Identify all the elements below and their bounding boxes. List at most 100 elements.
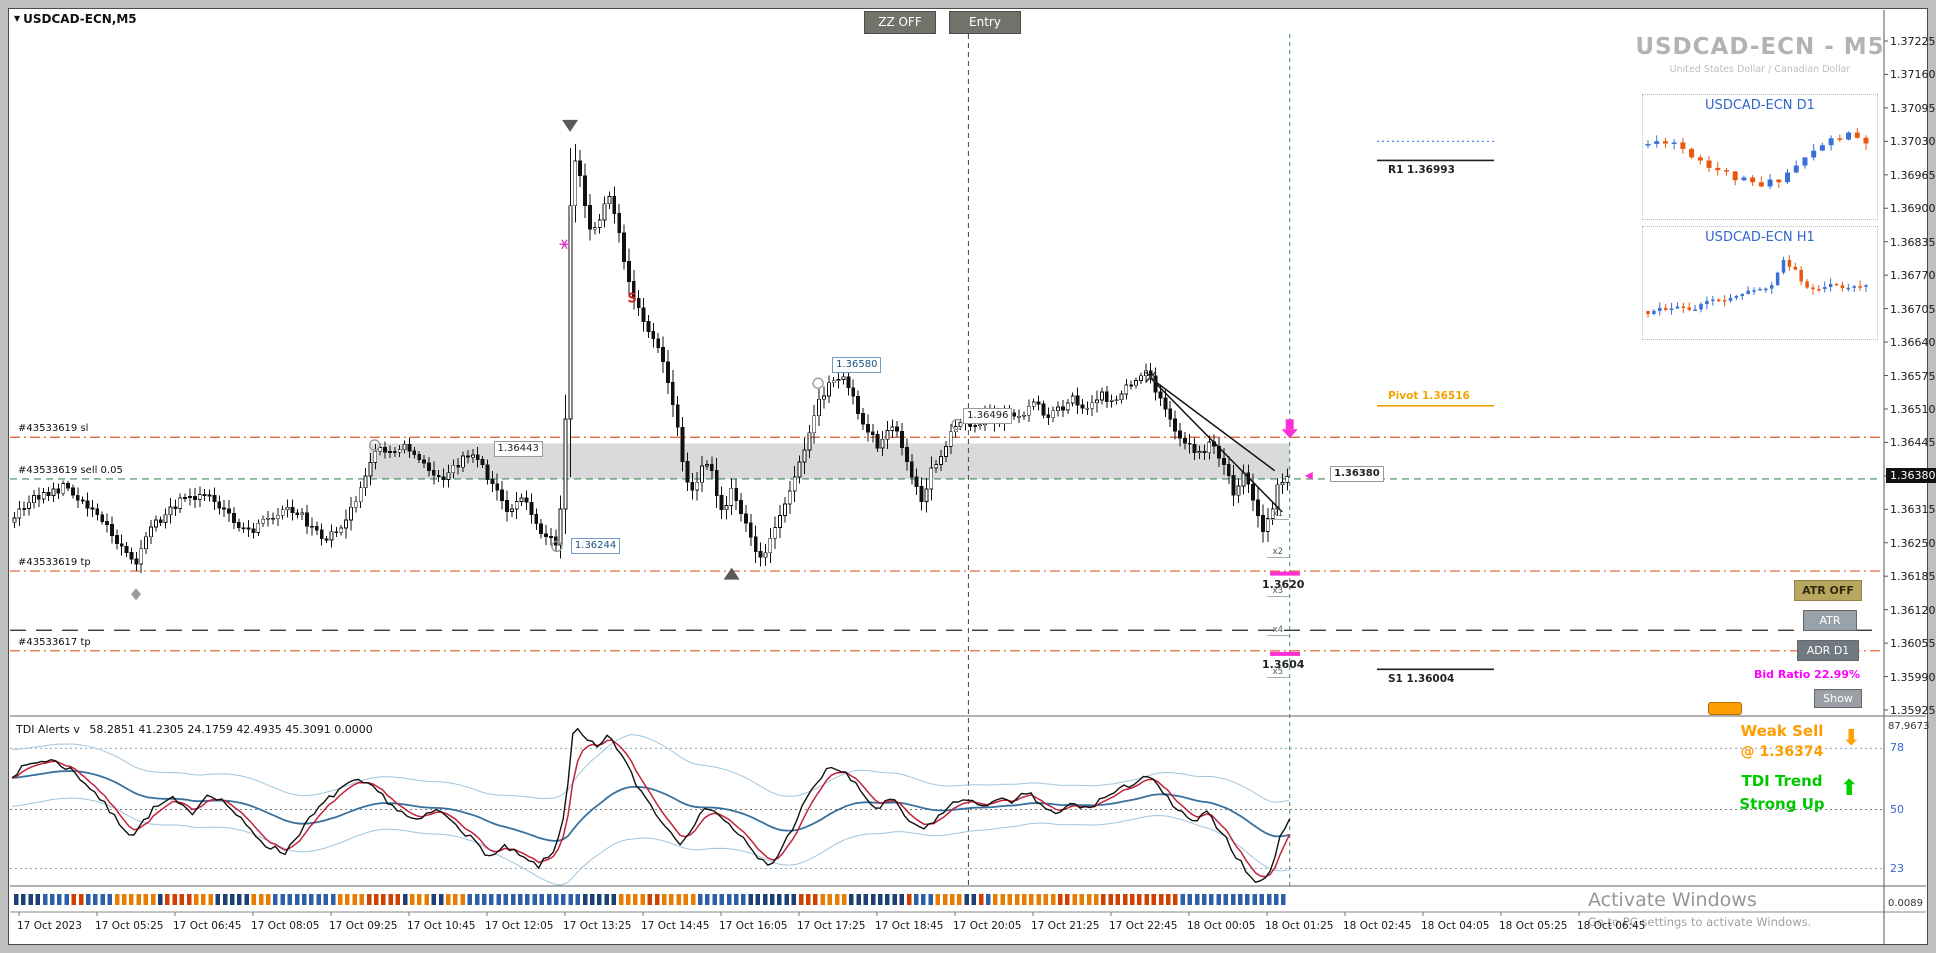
- target-price-label: 1.3620: [1262, 577, 1305, 591]
- time-axis-label: 17 Oct 22:45: [1109, 920, 1178, 932]
- current-price-tag: 1.36380: [1886, 467, 1936, 483]
- tdi-indicator: [10, 727, 1882, 886]
- watermark-subtitle: United States Dollar / Canadian Dollar: [1669, 64, 1851, 75]
- price-axis-label: 1.36640: [1890, 336, 1936, 350]
- x-marker-label: x4: [1266, 625, 1289, 637]
- atr-button[interactable]: ATR: [1803, 610, 1857, 631]
- tdi-indicator-values: 58.2851 41.2305 24.1759 42.4935 45.3091 …: [89, 723, 373, 736]
- entry-button[interactable]: Entry: [949, 11, 1021, 34]
- time-axis-label: 17 Oct 16:05: [719, 920, 788, 932]
- time-axis-label: 17 Oct 06:45: [173, 920, 242, 932]
- panel-separators: [10, 10, 1926, 944]
- time-axis-label: 17 Oct 10:45: [407, 920, 476, 932]
- minichart-d1[interactable]: USDCAD-ECN D1: [1642, 94, 1878, 220]
- tdi-indicator-header: TDI Alerts v 58.2851 41.2305 24.1759 42.…: [16, 723, 373, 736]
- price-axis-label: 1.36185: [1890, 570, 1936, 584]
- order-line-label: #43533619 sl: [18, 423, 89, 435]
- time-axis-label: 17 Oct 05:25: [95, 920, 164, 932]
- price-axis-label: 1.37030: [1890, 135, 1936, 149]
- price-axis-label: 1.36900: [1890, 202, 1936, 216]
- price-tag: 1.36443: [493, 441, 543, 458]
- minichart-h1[interactable]: USDCAD-ECN H1: [1642, 226, 1878, 340]
- vertical-session-lines: [967, 34, 1291, 886]
- order-line-label: #43533617 tp: [18, 636, 91, 648]
- price-tag: 1.36380: [1330, 465, 1384, 482]
- price-tag: 1.36580: [832, 356, 882, 373]
- x-marker-label: x1: [1266, 509, 1289, 520]
- price-axis-label: 1.36315: [1890, 503, 1936, 517]
- price-axis-label: 1.35990: [1890, 670, 1936, 684]
- adr-d1-button[interactable]: ADR D1: [1797, 640, 1859, 661]
- signal-strip: [14, 894, 1286, 905]
- pivot-level-label: R1 1.36993: [1388, 164, 1455, 177]
- atr-off-button[interactable]: ATR OFF: [1794, 580, 1862, 601]
- show-button[interactable]: Show: [1814, 689, 1862, 708]
- watermark-title: USDCAD-ECN - M5: [1635, 34, 1885, 60]
- price-axis-label: 1.36705: [1890, 302, 1936, 316]
- price-tag: 1.36244: [570, 537, 621, 554]
- tdi-trend-label: TDI Trend: [1741, 772, 1823, 790]
- minichart-d1-canvas: [1645, 128, 1869, 190]
- x-marker-label: x5: [1266, 667, 1289, 678]
- price-axis-label: 1.36835: [1890, 235, 1936, 249]
- activate-windows-subtext: Go to PC settings to activate Windows.: [1588, 915, 1812, 929]
- trend-arrow-up-icon: ⬆: [1840, 776, 1859, 801]
- signal-shapes: [1270, 419, 1313, 656]
- minichart-d1-title: USDCAD-ECN D1: [1705, 98, 1815, 113]
- order-level-lines: [10, 436, 1882, 652]
- tdi-level-label: 50: [1890, 802, 1904, 816]
- x-marker-label: x2: [1266, 547, 1289, 559]
- pivot-level-lines: [1377, 140, 1494, 671]
- orange-flag-icon[interactable]: [1708, 702, 1742, 715]
- zz-off-button[interactable]: ZZ OFF: [864, 11, 936, 34]
- time-axis-label: 18 Oct 04:05: [1421, 920, 1490, 932]
- price-axis-label: 1.36055: [1890, 637, 1936, 651]
- price-axis-label: 1.36510: [1890, 402, 1936, 416]
- time-axis-label: 18 Oct 05:25: [1499, 920, 1568, 932]
- price-axis-label: 1.37160: [1890, 68, 1936, 82]
- price-axis-label: 1.36965: [1890, 168, 1936, 182]
- price-axis-label: 1.36250: [1890, 536, 1936, 550]
- trend-lines: [1150, 377, 1283, 513]
- price-axis-label: 1.37095: [1890, 101, 1936, 115]
- time-axis-label: 17 Oct 09:25: [329, 920, 398, 932]
- tdi-level-label: 23: [1890, 861, 1904, 875]
- price-axis-label: 1.36575: [1890, 369, 1936, 383]
- time-axis-label: 17 Oct 18:45: [875, 920, 944, 932]
- pivot-level-label: Pivot 1.36516: [1388, 389, 1470, 402]
- time-axis-label: 18 Oct 06:45: [1577, 920, 1646, 932]
- tdi-level-label: 78: [1890, 741, 1904, 755]
- time-axis-label: 17 Oct 12:05: [485, 920, 554, 932]
- activate-windows-text: Activate Windows: [1588, 889, 1757, 911]
- tdi-indicator-name: TDI Alerts v: [16, 723, 80, 736]
- time-axis-label: 17 Oct 14:45: [641, 920, 710, 932]
- time-axis-label: 17 Oct 17:25: [797, 920, 866, 932]
- sell-arrow-down-icon: ⬇: [1842, 726, 1861, 751]
- chart-symbol-label: ▼ USDCAD-ECN,M5: [14, 12, 137, 26]
- price-axis-label: 1.35925: [1890, 704, 1936, 717]
- pivot-level-label: S1 1.36004: [1388, 673, 1455, 686]
- time-axis-label: 17 Oct 21:25: [1031, 920, 1100, 932]
- x-marker-label: x3: [1266, 586, 1289, 597]
- time-axis-label: 17 Oct 20:05: [953, 920, 1022, 932]
- target-price-label: 1.3604: [1262, 657, 1305, 671]
- chart-menu-icon[interactable]: ▼: [14, 14, 21, 23]
- svg-text:S: S: [627, 291, 636, 306]
- minichart-h1-canvas: [1646, 255, 1868, 318]
- price-axis-label: 1.37225: [1890, 35, 1936, 48]
- time-axis-label: 17 Oct 2023: [17, 920, 82, 932]
- candlestick-series[interactable]: [12, 144, 1290, 573]
- price-tag: 1.36496: [963, 408, 1013, 425]
- bid-ratio-label: Bid Ratio 22.99%: [1754, 668, 1860, 681]
- minichart-h1-title: USDCAD-ECN H1: [1705, 230, 1815, 245]
- time-axis-label: 17 Oct 13:25: [563, 920, 632, 932]
- time-axis-label: 18 Oct 00:05: [1187, 920, 1256, 932]
- signal-weak-sell-label: Weak Sell: [1740, 722, 1824, 740]
- tdi-scale-max: 87.9673: [1888, 721, 1930, 732]
- price-axis-label: 1.36770: [1890, 269, 1936, 283]
- tdi-trend-strength-label: Strong Up: [1739, 795, 1825, 813]
- time-axis-label: 18 Oct 01:25: [1265, 920, 1334, 932]
- time-axis-label: 18 Oct 02:45: [1343, 920, 1412, 932]
- chart-markers: S: [131, 119, 1157, 601]
